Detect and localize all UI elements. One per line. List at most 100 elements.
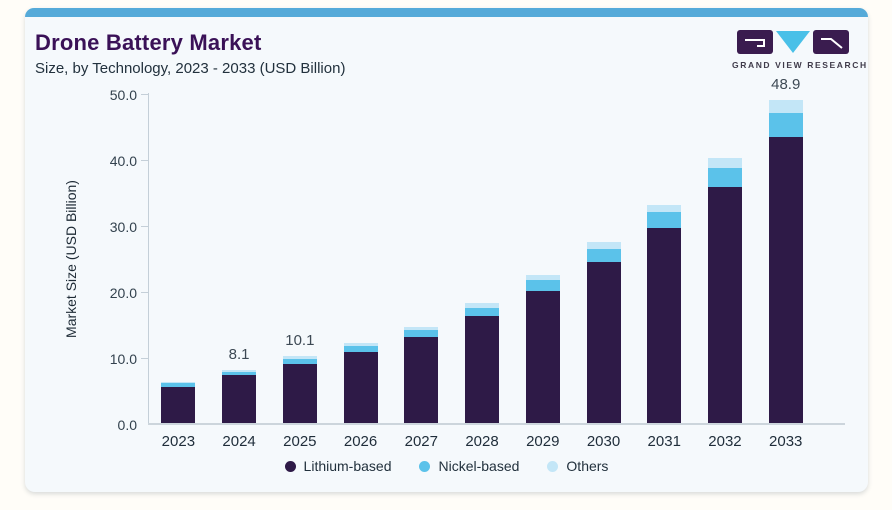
bar-group-2027: 2027 [391,93,452,450]
bar-segment-lithium-based [404,337,439,423]
legend-item-lithium-based: Lithium-based [284,458,392,474]
bar-segment-nickel-based [707,167,742,187]
legend-dot-icon [284,460,296,472]
bar-segment-others [525,274,560,281]
x-tick-label: 2029 [526,433,560,450]
page-title: Drone Battery Market [35,30,262,55]
bar-group-2026: 2026 [330,93,391,450]
bar-segment-nickel-based [404,329,439,338]
bar-segment-lithium-based [161,386,196,423]
bar-segment-nickel-based [647,212,682,229]
bar-total-label: 8.1 [228,345,250,363]
gvr-logo-r-block-icon [813,30,849,54]
bar-segment-lithium-based [222,375,257,423]
y-tick-mark [141,358,148,359]
bar-group-2029: 2029 [512,93,573,450]
chart-header: Drone Battery Market Size, by Technology… [35,30,345,77]
bar-segment-lithium-based [647,228,682,423]
y-tick-label: 20.0 [109,285,137,301]
y-axis-tick-labels: 0.0 10.0 20.0 30.0 40.0 50.0 [25,87,137,433]
bar-group-2030: 2030 [573,93,634,450]
bar-group-2031: 2031 [634,93,695,450]
bar-segment-lithium-based [525,291,560,423]
bar-total-label: 10.1 [285,332,315,350]
x-tick-label: 2026 [343,433,378,450]
bar-segment-others [707,158,742,168]
bar-group-2033: 48.9 2033 [755,76,816,450]
bar-group-2023: 2023 [148,93,209,450]
legend: Lithium-based Nickel-based Others [25,458,868,474]
bar-segment-others [465,302,500,308]
bar-segment-nickel-based [282,359,317,364]
bar-segment-lithium-based [707,186,742,423]
bar-stack [586,242,621,423]
y-tick-label: 0.0 [117,417,137,433]
bar-stack [647,204,682,423]
bar-group-2028: 2028 [452,93,513,450]
legend-label: Nickel-based [438,458,520,474]
bar-stack [768,100,803,423]
bar-segment-nickel-based [586,248,621,262]
y-tick-label: 30.0 [109,219,137,235]
y-axis-line [148,93,149,425]
bar-stack [343,343,378,423]
report-card: Drone Battery Market Size, by Technology… [25,8,868,492]
bar-segment-others [404,326,439,330]
plot-area: 2023 8.1 2024 10.1 2025 2026 2027 2028 2029 2030 2… [141,76,845,450]
bar-segment-lithium-based [586,261,621,423]
bar-segment-nickel-based [222,371,257,376]
bar-stack [465,302,500,423]
x-tick-label: 2027 [404,433,438,450]
gvr-logo-g-block-icon [737,30,773,54]
bar-segment-lithium-based [282,363,317,423]
bar-stack [161,382,196,423]
x-tick-label: 2033 [769,433,803,450]
x-tick-label: 2023 [161,433,196,450]
bar-segment-lithium-based [768,136,803,423]
bar-segment-nickel-based [768,112,803,137]
bar-segment-nickel-based [525,280,560,291]
x-tick-label: 2024 [222,433,256,450]
bar-segment-nickel-based [343,346,378,353]
bar-segment-others [161,382,196,384]
x-tick-label: 2032 [708,433,742,450]
x-tick-label: 2028 [465,433,499,450]
bar-stack [222,369,257,423]
card-top-accent-bar [25,8,868,17]
legend-dot-icon [547,460,559,472]
bar-group-2025: 10.1 2025 [269,93,330,450]
legend-label: Others [566,458,609,474]
bar-segment-lithium-based [465,316,500,423]
legend-dot-icon [419,460,431,472]
gvr-logo-wordmark: GRAND VIEW RESEARCH [732,60,868,70]
bar-group-2032: 2032 [695,93,756,450]
bar-segment-others [222,369,257,372]
legend-label: Lithium-based [303,458,392,474]
y-tick-label: 50.0 [109,87,137,103]
bar-total-label: 48.9 [771,76,801,94]
y-tick-label: 10.0 [109,351,137,367]
bar-stack [282,356,317,423]
y-tick-mark [141,292,148,293]
page-subtitle: Size, by Technology, 2023 - 2033 (USD Bi… [35,60,346,77]
bar-segment-others [282,356,317,359]
x-axis-line [148,423,845,425]
bar-segment-others [768,100,803,113]
y-tick-label: 40.0 [109,153,137,169]
bar-segment-nickel-based [465,307,500,317]
bar-segment-others [586,242,621,249]
bar-segment-others [343,343,378,347]
x-tick-label: 2030 [586,433,621,450]
y-tick-mark [141,94,148,95]
y-tick-mark [141,226,148,227]
bar-group-2024: 8.1 2024 [209,93,270,450]
gvr-logo-v-triangle-icon [776,31,810,53]
gvr-logo-marks [732,30,854,56]
legend-item-others: Others [547,458,608,474]
gvr-logo: GRAND VIEW RESEARCH [732,30,868,70]
bar-stack [707,158,742,423]
bar-segment-nickel-based [161,383,196,387]
legend-item-nickel-based: Nickel-based [419,458,519,474]
bar-segment-others [647,204,682,213]
